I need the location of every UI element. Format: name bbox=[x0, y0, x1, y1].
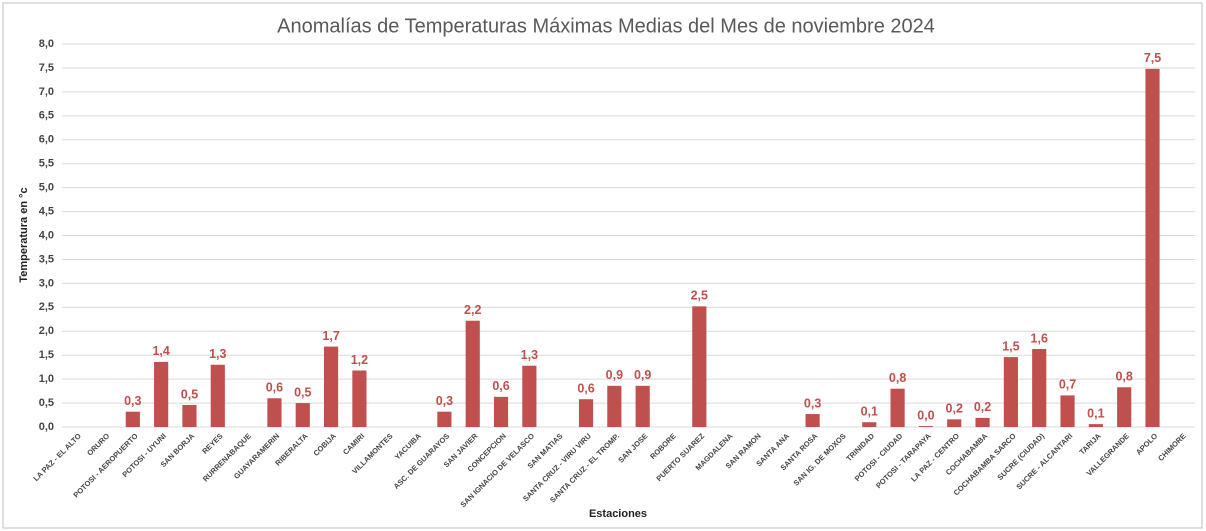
data-label: 0,8 bbox=[889, 371, 906, 385]
data-label: 0,0 bbox=[917, 408, 934, 422]
bar bbox=[210, 364, 225, 427]
y-tick-label: 5,0 bbox=[39, 182, 54, 194]
bar bbox=[1145, 68, 1160, 428]
data-label: 1,7 bbox=[322, 329, 339, 343]
bar bbox=[918, 426, 933, 427]
data-label: 0,7 bbox=[1059, 378, 1076, 392]
bar bbox=[890, 388, 905, 427]
y-axis-title: Temperatura en °c bbox=[18, 187, 30, 282]
data-label: 0,8 bbox=[1115, 370, 1132, 384]
bar bbox=[1060, 395, 1075, 427]
bar bbox=[578, 399, 594, 427]
bar bbox=[493, 396, 509, 427]
bar bbox=[352, 370, 367, 427]
bar bbox=[805, 414, 820, 427]
data-label: 1,4 bbox=[152, 344, 169, 358]
y-tick-label: 4,5 bbox=[39, 205, 54, 217]
data-label: 0,3 bbox=[124, 394, 141, 408]
data-label: 1,6 bbox=[1031, 331, 1048, 345]
y-tick-label: 7,0 bbox=[39, 86, 54, 98]
y-tick-label: 8,0 bbox=[39, 38, 54, 50]
data-label: 0,6 bbox=[266, 381, 283, 395]
y-tick-label: 4,0 bbox=[39, 229, 54, 241]
y-tick-label: 6,5 bbox=[39, 110, 54, 122]
data-label: 1,5 bbox=[1002, 339, 1019, 353]
bar bbox=[1088, 424, 1103, 427]
data-label: 0,5 bbox=[181, 387, 198, 401]
data-label: 0,1 bbox=[861, 405, 878, 419]
data-label: 7,5 bbox=[1144, 51, 1161, 65]
bar bbox=[437, 411, 452, 427]
y-tick-label: 5,5 bbox=[39, 158, 54, 170]
chart-title: Anomalías de Temperaturas Máximas Medias… bbox=[277, 15, 935, 37]
data-label: 0,1 bbox=[1087, 406, 1104, 420]
bar bbox=[182, 404, 197, 427]
bar bbox=[607, 385, 622, 427]
bar bbox=[975, 417, 990, 427]
y-tick-label: 1,5 bbox=[39, 349, 54, 361]
data-label: 2,5 bbox=[691, 289, 708, 303]
data-label: 0,6 bbox=[577, 382, 594, 396]
data-label: 0,3 bbox=[436, 394, 453, 408]
bar bbox=[295, 403, 310, 427]
bar bbox=[522, 365, 537, 427]
bar bbox=[1117, 387, 1132, 427]
bar bbox=[154, 361, 169, 427]
y-tick-label: 0,0 bbox=[39, 421, 54, 433]
data-label: 2,2 bbox=[464, 303, 481, 317]
y-tick-label: 1,0 bbox=[39, 373, 54, 385]
bar bbox=[862, 422, 877, 427]
bar bbox=[125, 411, 140, 427]
bar bbox=[1003, 357, 1018, 427]
data-label: 0,6 bbox=[492, 379, 509, 393]
bar bbox=[635, 385, 650, 427]
bar bbox=[947, 419, 962, 427]
y-tick-label: 2,5 bbox=[39, 301, 54, 313]
y-tick-label: 6,0 bbox=[39, 134, 54, 146]
bar bbox=[267, 398, 282, 427]
data-label: 1,3 bbox=[521, 348, 538, 362]
data-label: 0,3 bbox=[804, 396, 821, 410]
bar bbox=[324, 346, 339, 427]
data-label: 1,3 bbox=[209, 347, 226, 361]
bar bbox=[465, 320, 480, 427]
y-tick-label: 2,0 bbox=[39, 325, 54, 337]
x-axis-title: Estaciones bbox=[589, 508, 647, 520]
data-label: 0,9 bbox=[634, 368, 651, 382]
data-label: 0,5 bbox=[294, 385, 311, 399]
bar bbox=[1032, 348, 1047, 427]
bar bbox=[692, 306, 707, 427]
data-label: 0,2 bbox=[974, 400, 991, 414]
y-tick-label: 3,0 bbox=[39, 277, 54, 289]
y-tick-label: 3,5 bbox=[39, 253, 54, 265]
data-label: 0,9 bbox=[606, 368, 623, 382]
data-label: 1,2 bbox=[351, 353, 368, 367]
data-label: 0,2 bbox=[946, 402, 963, 416]
y-tick-label: 0,5 bbox=[39, 397, 54, 409]
y-tick-label: 7,5 bbox=[39, 62, 54, 74]
